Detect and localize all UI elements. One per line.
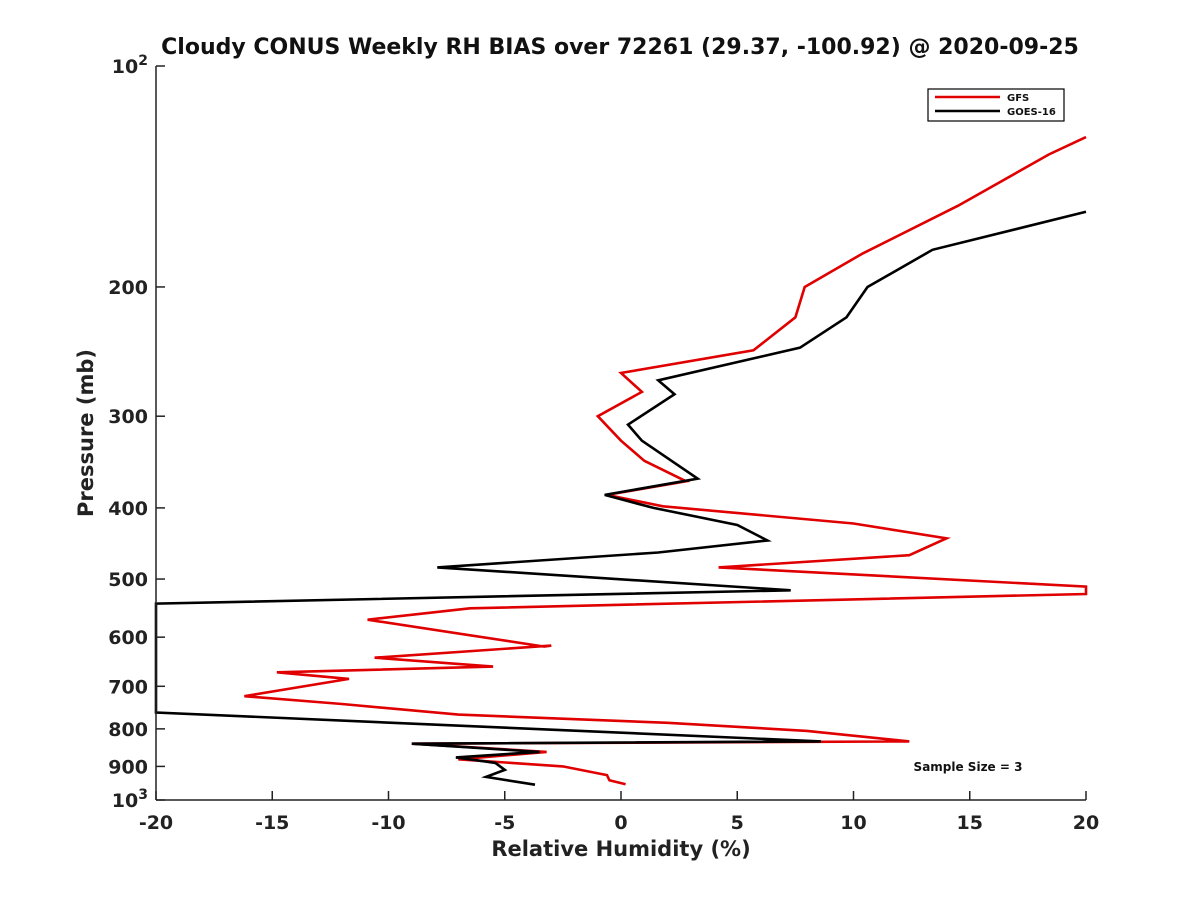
y-tick-label: 900 [108,756,148,778]
x-axis-label: Relative Humidity (%) [491,837,750,861]
y-tick-label: 400 [108,498,148,520]
x-tick-label: -10 [371,812,405,834]
x-tick-label: 10 [840,812,866,834]
series-line-gfs [244,135,1088,786]
x-tick-label: -15 [255,812,289,834]
x-tick-label: -20 [139,812,173,834]
x-tick-label: -5 [494,812,515,834]
legend: GFS GOES-16 [927,88,1065,122]
y-tick-label: 700 [108,676,148,698]
sample-size-annotation: Sample Size = 3 [914,760,1023,774]
y-tick-label: 200 [108,277,148,299]
legend-box [927,88,1065,122]
y-tick-label: 300 [108,406,148,428]
x-tick-label: 20 [1073,812,1099,834]
x-tick-label: 0 [614,812,627,834]
y-tick-label: 800 [108,719,148,741]
y-tick-label: 500 [108,569,148,591]
series-layer [154,135,1088,786]
y-axis-label: Pressure (mb) [74,349,98,517]
legend-label-gfs: GFS [1007,93,1029,104]
y-tick-label: 600 [108,627,148,649]
legend-label-goes16: GOES-16 [1007,107,1056,118]
axes-layer: -20 -15 -10 -5 0 5 10 15 20102200300400500600700… [108,53,1099,834]
chart-title: Cloudy CONUS Weekly RH BIAS over 72261 (… [161,35,1079,60]
x-tick-label: 5 [731,812,744,834]
x-tick-label: 15 [957,812,983,834]
series-line-goes16 [154,210,1087,786]
